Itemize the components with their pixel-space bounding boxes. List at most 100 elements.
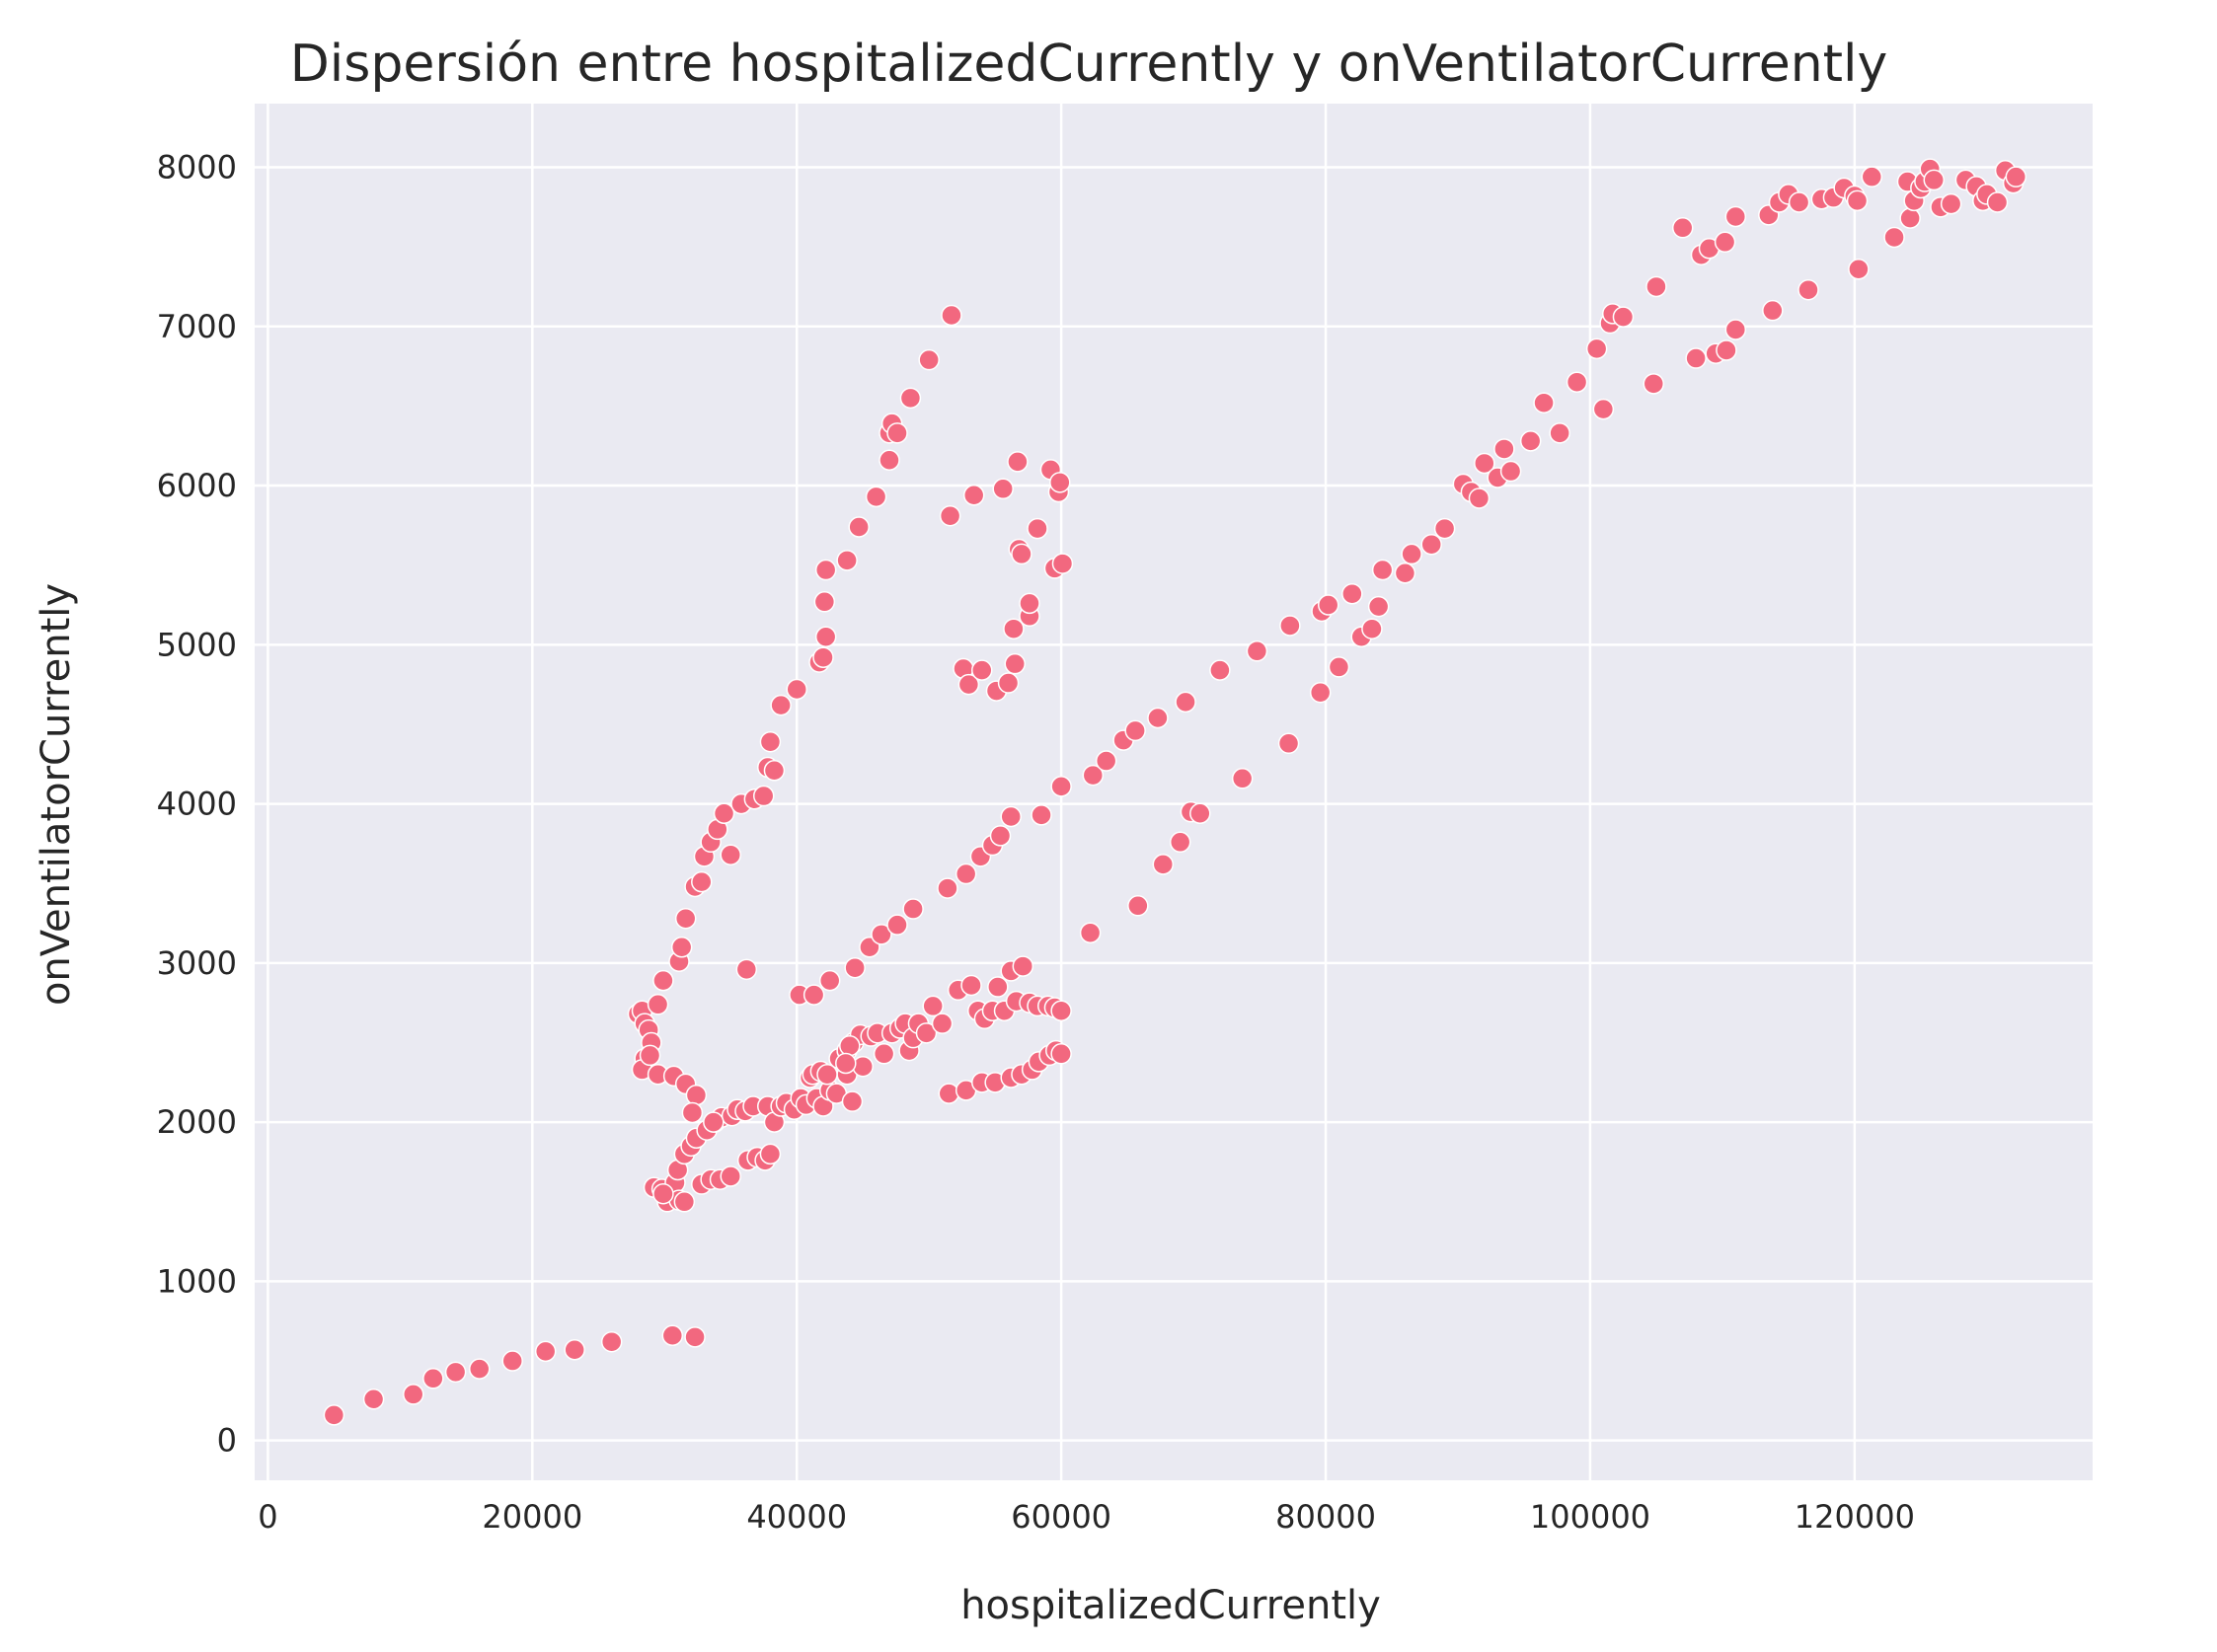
y-tick-label: 1000 [157,1262,237,1300]
data-point [1019,592,1040,615]
data-point [937,877,958,899]
plot-area [255,104,2093,1480]
data-point [1050,1043,1072,1065]
data-point [652,969,674,992]
chart-title: Dispersión entre hospitalizedCurrently y… [290,35,1888,94]
data-point [1231,768,1254,789]
data-point [1000,805,1022,828]
data-point [1341,582,1363,605]
x-tick-label: 40000 [746,1498,847,1536]
data-point [1209,659,1231,681]
data-point [899,387,922,410]
data-point [670,936,693,958]
data-point [1127,895,1149,917]
data-point [1468,488,1491,509]
data-point [1007,451,1029,473]
data-point [1671,217,1694,239]
data-point [939,504,961,527]
data-point [1027,517,1048,540]
data-point [987,976,1009,998]
data-point [444,1361,467,1384]
data-point [534,1340,557,1363]
data-point [902,898,924,920]
data-point [918,348,940,371]
data-point [639,1044,661,1067]
data-point [684,1326,706,1348]
data-point [812,646,834,668]
data-point [468,1358,491,1380]
data-point [865,486,887,508]
data-point [681,1101,704,1124]
data-point [1716,339,1737,361]
data-point [1549,422,1570,444]
data-point [713,802,735,825]
y-tick-label: 7000 [157,308,237,345]
data-point [1788,191,1810,213]
data-point [1899,207,1921,229]
y-tick-label: 6000 [157,467,237,504]
data-point [1082,764,1105,787]
data-point [1724,205,1747,228]
data-point [1533,392,1555,413]
x-tick-label: 20000 [482,1498,582,1536]
data-point [1011,543,1032,565]
data-point [1147,707,1169,729]
data-point [1645,275,1667,298]
data-point [1124,719,1146,742]
data-point [1714,231,1736,254]
data-point [886,914,908,936]
data-point [759,1143,782,1165]
data-point [1361,618,1383,639]
data-point [564,1339,585,1361]
data-point [841,1090,864,1112]
data-point [1246,640,1268,662]
data-point [997,672,1020,694]
data-point [1175,691,1196,713]
data-point [835,1052,857,1075]
data-point [2005,166,2027,188]
data-point [1169,831,1191,854]
data-point [1986,191,2009,213]
x-tick-label: 0 [258,1498,277,1536]
y-tick-label: 3000 [157,944,237,982]
data-point [992,478,1014,500]
y-tick-label: 2000 [157,1103,237,1141]
data-point [1762,299,1784,322]
data-point [1004,652,1027,675]
data-point [1499,460,1522,483]
data-point [1328,656,1350,678]
data-point [818,969,841,992]
data-point [652,1182,674,1205]
data-point [1050,776,1072,797]
data-point [1420,533,1442,556]
data-point [759,730,782,753]
data-point [1566,371,1588,393]
data-point [786,678,807,701]
data-point [685,1084,708,1106]
data-point [1050,1000,1072,1021]
data-point [931,1013,954,1034]
data-point [720,1165,741,1187]
data-point [1724,319,1747,340]
data-point [803,984,825,1006]
data-point [323,1404,345,1426]
data-point [1612,306,1635,328]
data-point [1031,804,1052,826]
data-point [1051,553,1074,574]
data-point [922,995,944,1017]
data-point [848,516,870,538]
y-tick-label: 8000 [157,149,237,187]
data-point [971,659,993,681]
data-point [661,1324,684,1346]
data-point [1012,955,1034,977]
data-point [1095,750,1117,772]
data-point [1079,922,1102,943]
data-point [814,626,837,648]
data-point [1189,802,1211,825]
data-point [1003,618,1025,639]
data-point [962,484,985,506]
data-point [1797,278,1819,301]
data-point [647,994,669,1015]
